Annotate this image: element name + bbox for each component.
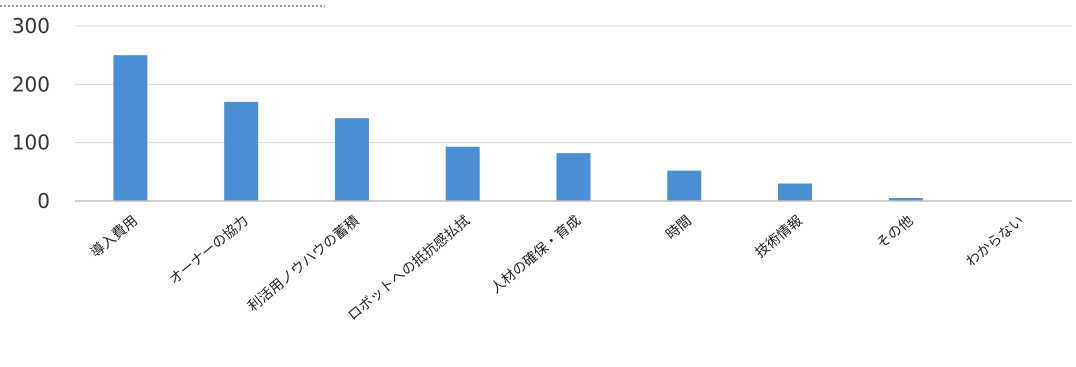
bars — [113, 55, 923, 201]
bar — [778, 183, 813, 201]
x-tick-label: 人材の確保・育成 — [488, 213, 584, 297]
bar — [445, 146, 480, 201]
y-tick-label: 200 — [12, 72, 50, 96]
bar — [888, 198, 923, 201]
bar — [667, 170, 702, 201]
bar — [334, 118, 369, 201]
x-tick-label: 利活用ノウハウの蓄積 — [245, 213, 363, 315]
y-tick-label: 100 — [12, 131, 50, 155]
x-tick-label: 技術情報 — [752, 213, 805, 261]
x-tick-label: わからない — [963, 213, 1027, 270]
x-tick-label: オーナーの協力 — [166, 213, 251, 288]
bar — [224, 101, 259, 201]
x-tick-label: その他 — [874, 213, 916, 252]
x-tick-label: 時間 — [663, 213, 695, 243]
y-tick-label: 300 — [12, 14, 50, 38]
y-tick-label: 0 — [37, 189, 50, 213]
x-tick-label: ロボットへの抵抗感払拭 — [344, 212, 473, 324]
y-axis-ticks: 0 100 200 300 — [12, 14, 50, 213]
bar — [113, 55, 148, 201]
bar — [556, 153, 591, 201]
x-tick-label: 導入費用 — [88, 213, 141, 261]
